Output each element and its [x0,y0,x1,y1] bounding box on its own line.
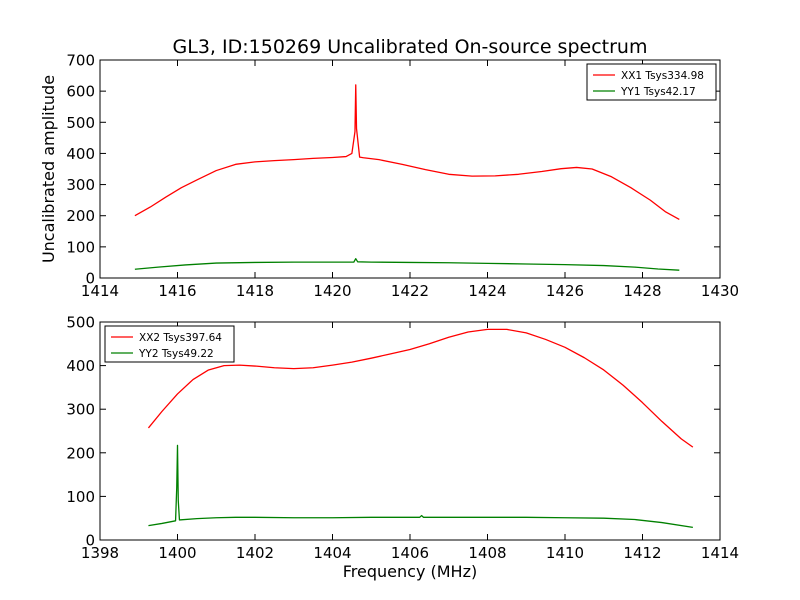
top-ytick-label-7: 700 [66,52,95,70]
bottom-xlabel: Frequency (MHz) [343,562,477,581]
bottom-xtick-label-7: 1412 [623,544,661,562]
top-ytick-label-3: 300 [66,176,95,194]
bottom-xtick-label-5: 1408 [468,544,506,562]
top-xtick-label-2: 1418 [236,282,274,300]
bottom-ytick-label-5: 500 [66,314,95,332]
bottom-series-line-1 [148,444,693,529]
top-legend-label-0: XX1 Tsys334.98 [621,70,704,82]
bottom-series-line-0 [147,328,694,448]
bottom-legend-label-1: YY2 Tsys49.22 [138,348,214,360]
bottom-xtick-label-1: 1400 [158,544,196,562]
bottom-ytick-label-1: 100 [66,488,95,506]
bottom-xtick-label-3: 1404 [313,544,351,562]
top-ytick-label-6: 600 [66,83,95,101]
top-ytick-label-5: 500 [66,114,95,132]
bottom-ytick-label-0: 0 [85,532,95,550]
bottom-xtick-label-0: 1398 [81,544,119,562]
bottom-xtick-label-4: 1406 [391,544,429,562]
top-xtick-label-8: 1430 [701,282,739,300]
bottom-xtick-label-2: 1402 [236,544,274,562]
bottom-ytick-label-4: 400 [66,357,95,375]
bottom-legend-box [104,325,235,363]
bottom-ytick-label-2: 200 [66,444,95,462]
top-legend-box [586,63,717,101]
top-ytick-label-0: 0 [85,270,95,288]
top-series-line-0 [134,84,680,221]
top-legend: XX1 Tsys334.98 YY1 Tsys42.17 [586,63,717,101]
top-xtick-label-7: 1428 [623,282,661,300]
top-ytick-label-4: 400 [66,145,95,163]
top-xtick-label-4: 1422 [391,282,429,300]
top-ytick-label-1: 100 [66,238,95,256]
top-xtick-label-6: 1426 [546,282,584,300]
top-xtick-label-0: 1414 [81,282,119,300]
top-ytick-label-2: 200 [66,207,95,225]
bottom-xtick-label-6: 1410 [546,544,584,562]
chart-title: GL3, ID:150269 Uncalibrated On-source sp… [173,36,648,58]
top-xtick-label-3: 1420 [313,282,351,300]
bottom-legend-label-0: XX2 Tsys397.64 [139,332,222,344]
bottom-legend: XX2 Tsys397.64 YY2 Tsys49.22 [104,325,235,363]
top-legend-label-1: YY1 Tsys42.17 [620,86,696,98]
bottom-xtick-label-8: 1414 [701,544,739,562]
bottom-panel: Frequency (MHz) 1398 1400 1402 1404 1406 1408… [66,314,739,582]
top-series-line-1 [134,258,680,271]
top-xtick-label-5: 1424 [468,282,506,300]
bottom-ytick-label-3: 300 [66,401,95,419]
top-ylabel: Uncalibrated amplitude [39,75,58,263]
top-panel: Uncalibrated amplitude 1414 1416 1418 1420 1… [39,52,739,301]
top-xtick-label-1: 1416 [158,282,196,300]
